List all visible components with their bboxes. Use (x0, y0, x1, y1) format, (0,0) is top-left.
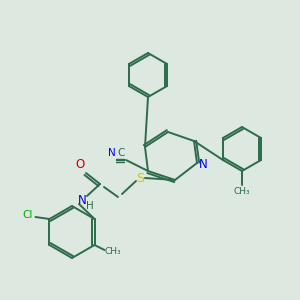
Text: N: N (199, 158, 207, 172)
Text: O: O (75, 158, 85, 172)
Text: H: H (86, 201, 94, 211)
Text: CH₃: CH₃ (234, 187, 250, 196)
Text: N: N (108, 148, 116, 158)
Text: N: N (78, 194, 86, 206)
Text: C: C (117, 148, 125, 158)
Text: S: S (136, 172, 144, 184)
Text: CH₃: CH₃ (104, 248, 121, 256)
Text: Cl: Cl (22, 210, 33, 220)
